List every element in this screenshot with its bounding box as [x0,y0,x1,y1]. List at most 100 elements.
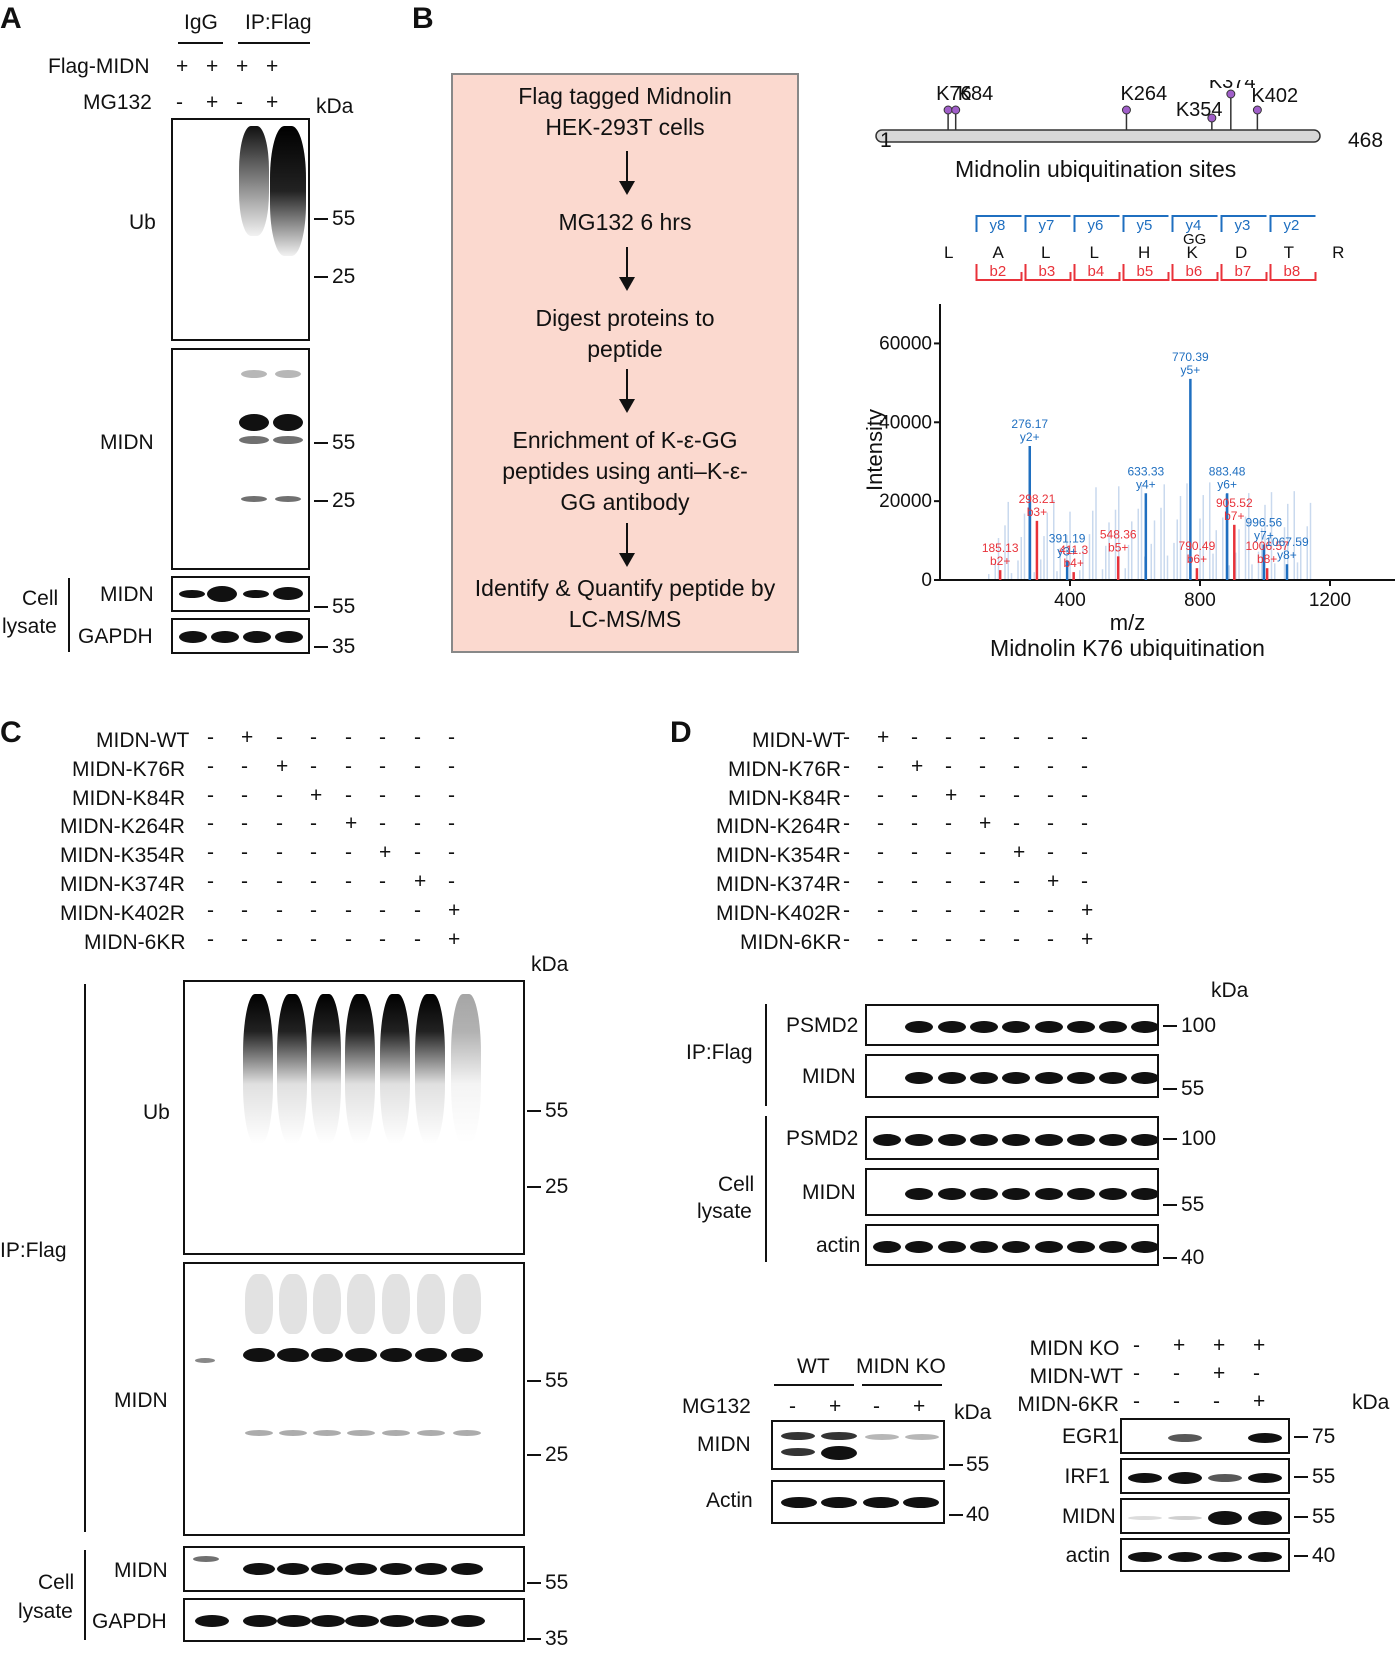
sign-mark: - [877,841,884,865]
midn-band [453,1430,481,1436]
chart-title: Midnolin K76 ubiquitination [990,635,1265,660]
condition-label: MIDN-K402R [716,901,841,925]
sign-mark: - [945,898,952,922]
residue: R [1332,243,1344,262]
sign-mark: + [1253,1334,1266,1357]
midn-band [193,1556,219,1562]
band [1002,1072,1031,1084]
residue: L [1041,243,1050,262]
sign-mark: - [979,870,986,893]
flow-step-3: Digest proteins to peptide [535,305,715,362]
panel-c-letter: C [0,716,22,749]
band [1248,1473,1282,1483]
blot-label-gapdh: GAPDH [78,625,153,648]
sign-mark: - [207,898,214,922]
sign-mark: - [207,754,214,778]
marker-label: 55 [1312,1505,1336,1528]
marker-label: 100 [1181,1014,1217,1037]
marker-tick [1163,1138,1177,1140]
flow-step-1: Flag tagged Midnolin HEK-293T cells [518,83,732,140]
sign-mark: + [877,726,890,749]
sign-mark: - [1081,783,1088,807]
row-label: MIDN-WT [1029,1365,1123,1388]
y-ion-label: y3 [1235,217,1251,234]
sign-mark: - [448,870,455,893]
condition-label: MIDN-K374R [60,873,185,896]
ub-smear [380,994,410,1144]
b-ion-label: b6 [1186,263,1203,280]
marker-label: 100 [1181,1127,1217,1150]
sign-mark: + [241,726,254,749]
midn-band [380,1348,412,1362]
condition-label: MIDN-K264R [716,815,841,839]
band [1066,1134,1095,1146]
site-marker [1121,105,1131,115]
midn-band [451,1563,483,1575]
site-marker [1226,89,1236,99]
sign-mark: - [1047,754,1054,778]
sign-mark: - [345,898,352,922]
flow-step-4: Enrichment of K-ε-GG peptides using anti… [502,427,748,515]
b-ion-bracket [1024,264,1072,281]
sign-mark: - [1133,1362,1140,1385]
band [1168,1472,1202,1484]
residue: L [1090,243,1099,262]
protein-bar [875,129,1321,143]
blot-a-midn [171,348,310,570]
b-ion-label: b5 [1137,263,1154,280]
blot-label-midn-lysate: MIDN [114,1559,168,1582]
ip-flag-bracket [84,984,86,1532]
sign-mark: - [945,841,952,865]
sign-mark: - [448,841,455,865]
sign-mark: - [379,870,386,893]
row-label-flag-midn: Flag-MIDN [48,55,150,78]
panel-b-letter: B [412,2,434,35]
sign-mark: - [1253,1362,1260,1385]
ms-spectrum: 0 20000 40000 60000 400 800 1200 Intensity m/zMi… [862,304,1395,660]
band [1208,1474,1242,1482]
band [1002,1241,1031,1253]
condition-label: MIDN-K402R [60,901,185,925]
sign-mark: - [241,898,248,922]
band [1099,1072,1128,1084]
midn-band [415,1348,447,1362]
sign-mark: - [1013,927,1020,951]
sign-mark: + [911,754,924,778]
ub-smear [451,994,481,1144]
marker-tick [1163,1204,1177,1206]
x-tick-label: 1200 [1309,590,1351,611]
y-axis-label: Intensity [862,409,887,491]
marker-25: 25 [545,1175,569,1198]
sign-mark: - [207,927,214,951]
peak-mz-label: 411.3 [1059,543,1088,557]
band [969,1072,998,1084]
midn-band [345,1563,377,1575]
sign-mark: - [979,898,986,922]
condition-label: MIDN-K84R [728,786,842,810]
marker-55: 55 [545,1099,569,1122]
peak-ion-label: b3+ [1027,505,1047,519]
mod-label: GG [1183,231,1206,248]
blot-label-midn: MIDN [100,431,154,454]
marker-tick [1294,1476,1308,1478]
blot-label-ub: Ub [143,1101,170,1124]
band [969,1188,998,1200]
kda-label: kDa [954,1401,992,1424]
sign-mark: - [1013,870,1020,893]
sign-mark: - [345,783,352,807]
b-ion-label: b2 [990,263,1007,280]
sign-mark: - [877,783,884,807]
panel-a-letter: A [0,2,22,35]
sign-mark: - [1047,841,1054,865]
marker-tick [1163,1257,1177,1259]
sign-mark: - [414,898,421,922]
sign-mark: - [310,812,317,836]
sign-mark: - [276,898,283,922]
sign-mark: - [310,927,317,951]
residue: T [1284,243,1294,262]
sign-mark: - [911,812,918,836]
condition-label: MIDN-WT [96,729,190,752]
y-ion-bracket [1024,215,1071,232]
cell-lysate-bracket [68,578,70,652]
blot-label: MIDN [1062,1505,1116,1528]
